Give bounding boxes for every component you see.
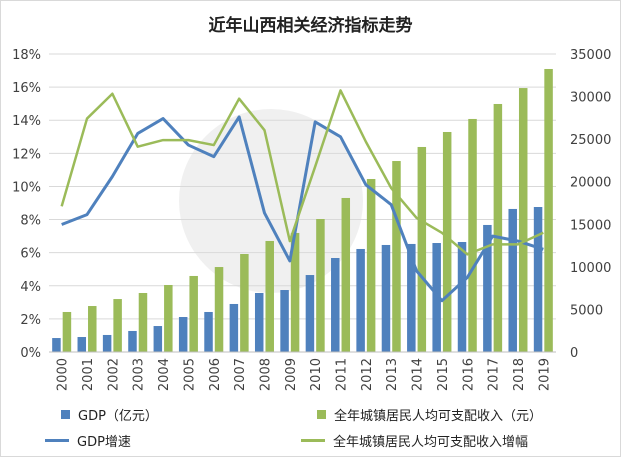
x-tick-label: 2011: [335, 358, 350, 391]
x-tick-label: 2003: [132, 358, 147, 391]
x-tick-label: 2006: [208, 358, 223, 391]
bar-gdp: [52, 338, 61, 352]
line-income-growth: [60, 89, 544, 256]
legend-label: 全年城镇居民人均可支配收入（元）: [334, 409, 543, 424]
bar-gdp: [381, 244, 391, 352]
bar-income: [468, 118, 477, 353]
bar-income: [62, 311, 72, 352]
x-tick-label: 2018: [512, 358, 527, 391]
y-left-tick-label: 18%: [12, 48, 41, 63]
bar-gdp: [204, 311, 213, 352]
y-right-tick-label: 30000: [570, 91, 611, 106]
x-tick-label: 2007: [233, 358, 248, 391]
legend-swatch: [45, 439, 69, 442]
line-gdp-growth: [61, 115, 544, 303]
bar-gdp: [128, 330, 137, 352]
bar-gdp: [356, 248, 365, 352]
legend-label: 全年城镇居民人均可支配收入增幅: [333, 435, 529, 450]
y-left-tick-label: 4%: [20, 280, 41, 295]
bar-gdp: [229, 303, 239, 352]
bar-gdp: [305, 275, 315, 352]
x-tick-label: 2014: [411, 358, 426, 391]
x-tick-label: 2008: [258, 358, 273, 391]
bar-gdp: [483, 224, 492, 352]
y-right-tick-label: 15000: [570, 218, 611, 233]
y-right-tick-label: 0: [570, 346, 578, 361]
x-tick-label: 2013: [385, 358, 400, 391]
y-right-tick-label: 20000: [570, 176, 611, 191]
legend-label: GDP增速: [77, 435, 131, 450]
x-tick-label: 2009: [284, 358, 299, 391]
bar-gdp: [508, 208, 517, 352]
legend-gdp-growth: GDP增速: [45, 431, 131, 450]
x-tick-label: 2012: [360, 358, 375, 391]
bar-income: [493, 103, 503, 353]
bar-income: [164, 284, 173, 352]
bar-income: [138, 292, 148, 352]
legend-swatch: [301, 439, 325, 442]
legend-swatch: [317, 410, 326, 419]
bar-gdp: [254, 292, 264, 352]
legend-income: 全年城镇居民人均可支配收入（元）: [317, 405, 542, 424]
x-tick-label: 2005: [182, 358, 197, 391]
y-right-tick-label: 10000: [570, 261, 611, 276]
y-left-tick-label: 12%: [12, 147, 41, 162]
bar-gdp: [178, 317, 188, 352]
bar-income: [518, 88, 528, 353]
y-left-tick-label: 16%: [12, 81, 41, 96]
bar-income: [240, 254, 249, 352]
bar-income: [88, 306, 97, 352]
bar-gdp: [533, 207, 543, 352]
bar-gdp: [153, 326, 163, 352]
legend-label: GDP（亿元）: [78, 409, 158, 424]
x-tick-label: 2000: [56, 358, 71, 391]
y-left-tick-label: 6%: [20, 247, 41, 262]
bar-gdp: [457, 241, 467, 352]
y-left-tick-label: 14%: [12, 114, 41, 129]
x-tick-label: 2017: [487, 358, 502, 391]
bar-income: [189, 275, 198, 352]
y-right-tick-label: 25000: [570, 133, 611, 148]
legend-income-growth: 全年城镇居民人均可支配收入增幅: [301, 431, 528, 450]
bar-income: [341, 197, 351, 352]
chart-title: 近年山西相关经济指标走势: [208, 16, 413, 36]
bar-gdp: [432, 243, 441, 352]
bar-income: [214, 267, 224, 352]
y-left-tick-label: 0%: [20, 346, 41, 361]
x-tick-label: 2010: [309, 358, 324, 391]
bar-income: [417, 146, 427, 352]
legend-gdp: GDP（亿元）: [61, 405, 158, 424]
y-left-tick-label: 10%: [12, 180, 41, 195]
bar-income: [113, 299, 122, 352]
y-right-tick-label: 5000: [570, 303, 603, 318]
bar-gdp: [77, 337, 87, 352]
x-tick-label: 2016: [461, 358, 476, 391]
bar-income: [290, 232, 300, 352]
bar-gdp: [280, 290, 289, 352]
y-left-tick-label: 2%: [20, 313, 41, 328]
x-tick-label: 2002: [106, 358, 121, 391]
bar-income: [265, 240, 274, 352]
bar-income: [544, 68, 553, 353]
legend-swatch: [61, 410, 70, 419]
bar-gdp: [407, 243, 416, 352]
y-left-tick-label: 8%: [20, 214, 41, 229]
y-right-tick-label: 35000: [570, 48, 611, 63]
bar-gdp: [331, 258, 340, 352]
x-tick-label: 2015: [436, 358, 451, 391]
bar-income: [442, 131, 452, 352]
bar-income: [316, 219, 325, 352]
bar-income: [366, 178, 376, 352]
x-tick-label: 2004: [157, 358, 172, 391]
x-tick-label: 2019: [537, 358, 552, 391]
bar-income: [392, 161, 401, 352]
x-tick-label: 2001: [81, 358, 96, 391]
bar-gdp: [102, 334, 112, 352]
